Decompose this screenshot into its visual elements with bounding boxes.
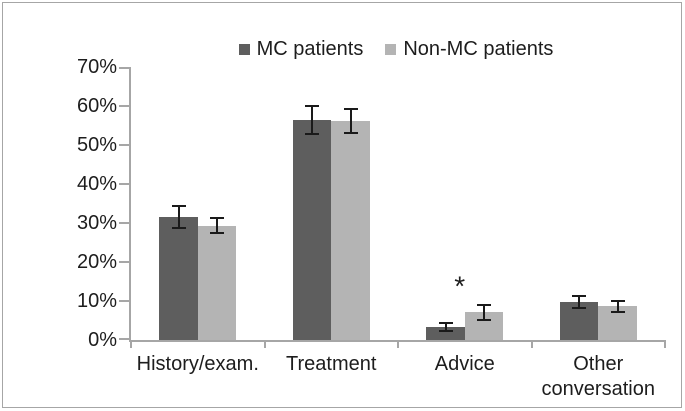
error-bar-line [616,300,619,312]
legend-label: Non-MC patients [403,37,554,60]
y-tick-label: 10% [76,290,117,312]
y-tick-label: 0% [88,329,117,351]
error-bar-cap-top [305,104,319,107]
legend-swatch-icon [238,43,250,55]
legend-swatch-icon [385,43,397,55]
x-category-label: Treatment [286,353,377,375]
error-bar-cap-top [210,217,224,220]
y-tick-label: 40% [76,173,117,195]
x-category-label: Advice [434,353,495,375]
plot-area: History/exam. Treatment Advice Other conver… [119,67,666,400]
x-category-label: Other conversation [541,353,655,400]
error-bar-cap-bottom [305,132,319,135]
error-bar-line [216,218,218,234]
y-tick-label: 20% [76,251,117,273]
y-axis-tick [119,338,129,340]
error-bar-line [483,304,485,320]
error-bar-cap-top [477,303,491,306]
y-axis-tick [119,183,129,185]
y-axis-tick [119,300,129,302]
error-bar-line [444,323,447,332]
y-axis-tick [119,67,129,69]
bar-mc-patients [292,119,332,340]
significance-asterisk: * [454,270,466,302]
bar-mc-patients [426,327,465,340]
legend-label: MC patients [256,37,364,60]
error-bar-cap-bottom [438,330,453,333]
legend-item: Non-MC patients [385,38,553,61]
error-bar-cap-bottom [171,227,186,230]
y-tick-label: 30% [76,212,117,234]
chart-legend: MC patients Non-MC patients [129,36,663,62]
y-tick-label: 50% [76,134,117,156]
error-bar-cap-top [438,322,453,325]
error-bar-cap-bottom [572,307,586,310]
error-bar-line [578,295,580,309]
y-tick-label: 60% [76,95,117,117]
error-bar-line [311,105,313,134]
error-bar-cap-top [610,299,625,302]
error-bar-cap-bottom [477,318,491,321]
bar-mc-patients [159,217,198,340]
error-bar-cap-top [572,294,586,297]
x-axis-tick [130,340,132,348]
y-axis-tick [119,144,129,146]
y-axis-tick [119,261,129,263]
error-bar-line [177,206,180,229]
error-bar-cap-top [343,107,358,110]
x-axis-tick [263,340,266,348]
y-axis-labels: 0% 10% 20% 30% 40% 50% 60% 70% [0,56,117,351]
error-bar-cap-top [171,205,186,208]
bar-non-mc-patients [331,120,370,340]
x-category-label: History/exam. [136,353,259,375]
x-axis-tick [530,340,533,348]
bar-non-mc-patients [197,225,237,340]
y-axis-tick [119,222,129,224]
error-bar-cap-bottom [610,310,625,313]
legend-item: MC patients [238,37,364,61]
error-bar-line [349,108,352,133]
error-bar-cap-bottom [210,232,224,235]
y-axis-tick [119,105,129,107]
y-tick-label: 70% [76,56,117,78]
x-axis-tick [397,340,399,348]
x-axis-tick [664,340,666,348]
error-bar-cap-bottom [343,131,358,134]
